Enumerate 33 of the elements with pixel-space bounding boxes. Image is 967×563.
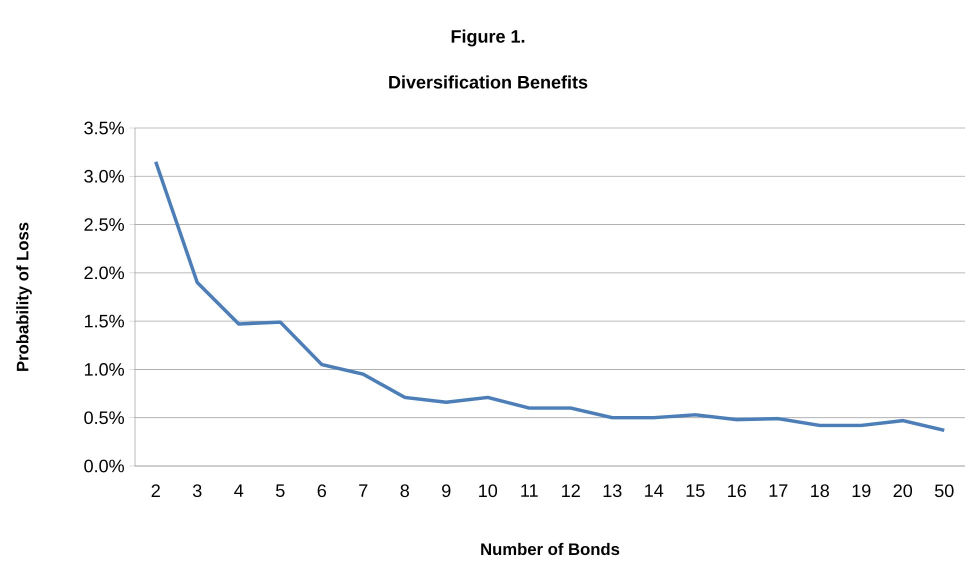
x-tick-label: 18 xyxy=(811,484,829,498)
x-tick-label: 8 xyxy=(400,484,409,498)
chart-title: Figure 1. xyxy=(452,30,524,46)
y-tick-label: 1.5% xyxy=(84,314,124,328)
x-tick-label: 6 xyxy=(318,484,326,498)
line-series xyxy=(154,160,946,432)
x-tick-label: 17 xyxy=(770,484,788,497)
x-tick-label: 50 xyxy=(934,484,954,498)
y-tick-label: 1.0% xyxy=(84,363,124,376)
x-tick-label: 7 xyxy=(359,484,368,497)
chart-subtitle: Diversification Benefits xyxy=(389,75,588,89)
y-tick-label: 2.5% xyxy=(84,218,124,231)
y-axis-title: Probability of Loss xyxy=(16,222,32,371)
y-tick-label: 3.0% xyxy=(84,170,124,183)
x-tick-label: 11 xyxy=(521,484,538,497)
x-tick-label: 13 xyxy=(604,484,622,498)
y-tick-label: 3.5% xyxy=(84,122,124,134)
x-axis-title: Number of Bonds xyxy=(481,542,620,556)
x-tick-label: 14 xyxy=(645,484,664,497)
x-tick-label: 10 xyxy=(479,484,498,498)
x-tick-label: 5 xyxy=(276,484,285,497)
x-tick-label: 2 xyxy=(152,484,160,497)
x-tick-label: 9 xyxy=(442,484,450,498)
y-tick-label: 0.5% xyxy=(84,411,124,424)
x-tick-label: 19 xyxy=(852,484,870,498)
y-tick-label: 2.0% xyxy=(84,266,124,280)
x-tick-label: 15 xyxy=(686,484,705,497)
x-tick-label: 3 xyxy=(192,484,202,498)
y-tick-label: 0.0% xyxy=(84,460,124,472)
x-tick-label: 20 xyxy=(894,484,912,498)
x-tick-label: 12 xyxy=(562,484,580,497)
x-tick-label: 4 xyxy=(234,484,244,497)
x-tick-label: 16 xyxy=(728,484,746,498)
